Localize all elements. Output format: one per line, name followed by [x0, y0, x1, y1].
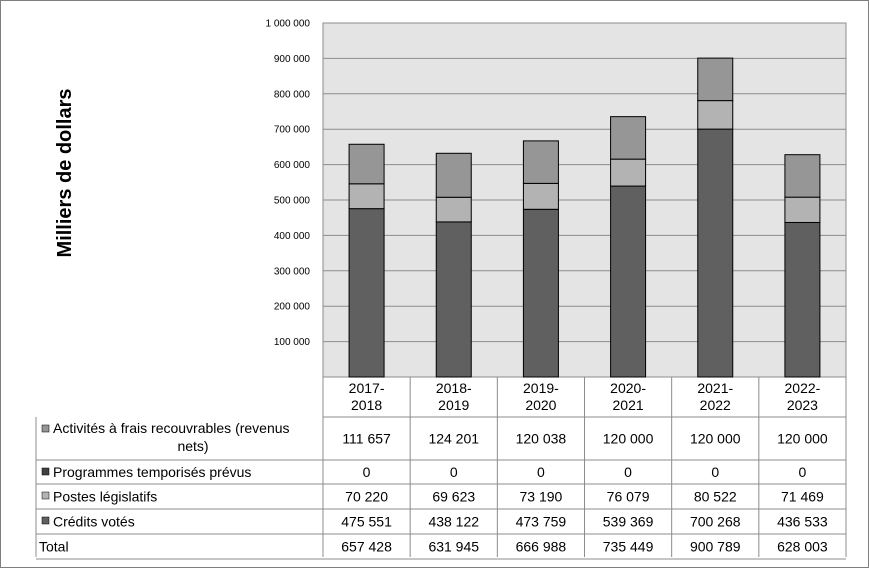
table-cell-value: 628 003	[777, 539, 828, 555]
bar-segment	[697, 57, 734, 102]
bar-segment	[522, 182, 559, 210]
table-cell-value: 120 038	[516, 431, 567, 447]
legend-swatch	[41, 467, 50, 476]
legend-swatch	[41, 516, 50, 525]
row-label-line: nets)	[177, 438, 208, 454]
y-tick-label: 400 000	[274, 231, 311, 242]
y-axis-title: Milliers de dollars	[54, 89, 76, 258]
table-cell-value: 70 220	[345, 489, 388, 505]
row-label: Crédits votés	[53, 514, 135, 530]
category-label-line: 2023	[787, 397, 818, 413]
table-cell-value: 0	[363, 464, 371, 480]
bar-segment	[784, 196, 821, 223]
bar-segment	[697, 100, 734, 130]
y-tick-label: 500 000	[274, 196, 311, 207]
bar-segment	[348, 208, 385, 378]
category-label-line: 2021-	[697, 380, 733, 396]
legend-swatch	[41, 424, 50, 433]
category-label-line: 2020	[525, 397, 556, 413]
y-tick-label: 100 000	[274, 337, 311, 348]
table-cell-value: 120 000	[777, 431, 828, 447]
bar-segment	[348, 183, 385, 210]
y-tick-label: 700 000	[274, 125, 311, 136]
y-tick-label: 800 000	[274, 89, 311, 100]
bar-segment	[348, 143, 385, 185]
row-label-line: Activités à frais recouvrables (revenus	[53, 420, 290, 436]
bar-segment	[522, 208, 559, 378]
table-cell-value: 900 789	[690, 539, 741, 555]
category-label-line: 2018	[351, 397, 382, 413]
row-label: Programmes temporisés prévus	[53, 464, 251, 480]
table-cell-value: 111 657	[342, 431, 391, 447]
table-cell-value: 69 623	[432, 489, 475, 505]
table-cell-value: 631 945	[428, 539, 479, 555]
y-tick-label: 600 000	[274, 160, 311, 171]
table-cell-value: 735 449	[603, 539, 654, 555]
category-label-line: 2021	[613, 397, 644, 413]
table-cell-value: 0	[711, 464, 719, 480]
table-cell-value: 657 428	[341, 539, 392, 555]
y-tick-label: 300 000	[274, 266, 311, 277]
bar-segment	[784, 154, 821, 198]
table-cell-value: 436 533	[777, 514, 828, 530]
table-cell-value: 120 000	[603, 431, 654, 447]
table-cell-value: 80 522	[694, 489, 737, 505]
category-label-line: 2020-	[610, 380, 646, 396]
y-tick-label: 900 000	[274, 54, 311, 65]
table-cell-value: 438 122	[428, 514, 479, 530]
table-cell-value: 71 469	[781, 489, 824, 505]
bar-segment	[435, 196, 472, 223]
bar-segment	[435, 152, 472, 198]
bar-segment	[435, 221, 472, 378]
table-cell-value: 700 268	[690, 514, 741, 530]
y-tick-label: 200 000	[274, 302, 311, 313]
y-tick-label: 1 000 000	[266, 19, 311, 30]
bar-segment	[522, 140, 559, 184]
row-label: Total	[39, 539, 69, 555]
table-cell-value: 76 079	[607, 489, 650, 505]
bar-segment	[610, 158, 647, 187]
bar-segment	[610, 185, 647, 378]
table-cell-value: 539 369	[603, 514, 654, 530]
row-label: Postes législatifs	[53, 489, 157, 505]
table-cell-value: 120 000	[690, 431, 741, 447]
table-cell-value: 666 988	[516, 539, 567, 555]
category-label-line: 2022	[700, 397, 731, 413]
table-cell-value: 0	[450, 464, 458, 480]
table-cell-value: 0	[537, 464, 545, 480]
bar-segment	[784, 221, 821, 378]
bar-segment	[697, 128, 734, 378]
category-label-line: 2019	[438, 397, 469, 413]
table-cell-value: 0	[624, 464, 632, 480]
category-label-line: 2019-	[523, 380, 559, 396]
table-cell-value: 0	[799, 464, 807, 480]
category-label-line: 2017-	[349, 380, 385, 396]
table-cell-value: 473 759	[516, 514, 567, 530]
category-label-line: 2018-	[436, 380, 472, 396]
category-label-line: 2022-	[785, 380, 821, 396]
legend-swatch	[41, 491, 50, 500]
table-cell-value: 124 201	[428, 431, 479, 447]
table-cell-value: 475 551	[341, 514, 392, 530]
bar-segment	[610, 116, 647, 160]
table-cell-value: 73 190	[520, 489, 563, 505]
